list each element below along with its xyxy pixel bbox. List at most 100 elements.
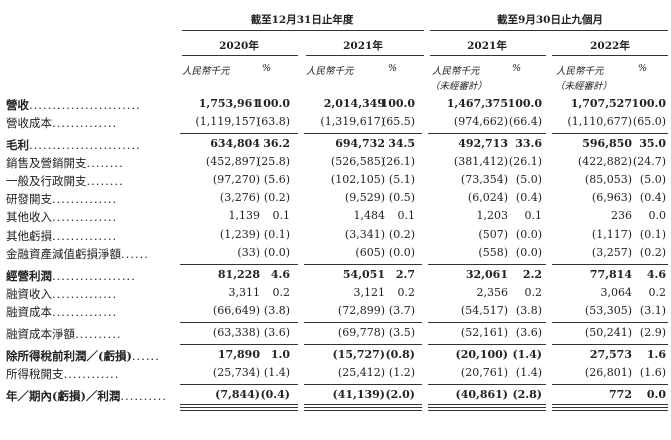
group-title-year-ended: 截至12月31日止年度 xyxy=(250,14,354,26)
dot-leader: .............. xyxy=(52,229,118,243)
dot-leader: .......... xyxy=(75,327,122,341)
percent-cell: (26.1) xyxy=(381,155,415,168)
subtotal-rule xyxy=(552,133,668,134)
percent-cell: (0.4) xyxy=(639,191,666,204)
percent-cell: (1.4) xyxy=(512,348,542,361)
row-label: 金融資產減值虧損淨額...... xyxy=(6,247,149,261)
amount-cell: (102,105) xyxy=(330,173,385,186)
amount-cell: (1,110,677) xyxy=(567,115,632,128)
subtotal-rule xyxy=(180,133,298,134)
amount-cell: 236 xyxy=(611,209,632,222)
percent-cell: (1.4) xyxy=(263,366,290,379)
amount-cell: 1,467,375 xyxy=(446,97,508,110)
dot-leader: ........................ xyxy=(29,98,141,112)
percent-cell: (5.0) xyxy=(639,173,666,186)
percent-cell: (2.8) xyxy=(512,388,542,401)
amount-cell: (41,139) xyxy=(332,388,385,401)
amount-cell: (97,270) xyxy=(212,173,260,186)
dot-leader: .............. xyxy=(52,210,118,224)
year-header-2021-fy: 2021年 xyxy=(343,40,383,52)
percent-cell: (1.4) xyxy=(515,366,542,379)
group-title-nine-months: 截至9月30日止九個月 xyxy=(497,14,603,26)
percent-cell: (0.0) xyxy=(515,228,542,241)
amount-cell: 3,121 xyxy=(353,286,386,299)
amount-cell: 3,064 xyxy=(600,286,633,299)
percent-cell: (5.1) xyxy=(388,173,415,186)
amount-cell: (1,119,157) xyxy=(195,115,260,128)
amount-cell: (558) xyxy=(478,246,508,259)
amount-cell: (53,305) xyxy=(584,304,632,317)
row-label: 其他收入.............. xyxy=(6,210,118,224)
percent-cell: (0.0) xyxy=(515,246,542,259)
dot-leader: ...... xyxy=(131,349,160,363)
percent-cell: (63.8) xyxy=(256,115,290,128)
percent-cell: 100.0 xyxy=(507,97,542,110)
row-label: 毛利........................ xyxy=(6,138,141,152)
percent-cell: (0.4) xyxy=(515,191,542,204)
percent-cell: (2.9) xyxy=(639,326,666,339)
amount-cell: 2,356 xyxy=(476,286,509,299)
percent-cell: 100.0 xyxy=(255,97,290,110)
amount-cell: (526,585) xyxy=(330,155,385,168)
subtotal-rule xyxy=(552,384,668,385)
amount-cell: (33) xyxy=(237,246,260,259)
percent-cell: (66.4) xyxy=(508,115,542,128)
percent-cell: 0.1 xyxy=(524,209,543,222)
unit-label: 人民幣千元 xyxy=(182,66,230,77)
percent-cell: (0.2) xyxy=(388,228,415,241)
amount-cell: 1,203 xyxy=(476,209,509,222)
dot-leader: .............. xyxy=(52,116,118,130)
unaudited-label: （未經審計） xyxy=(430,81,488,92)
unit-label: 人民幣千元 xyxy=(306,66,354,77)
dot-leader: .................. xyxy=(52,269,136,283)
double-underline xyxy=(304,410,422,411)
row-label: 營收成本.............. xyxy=(6,116,118,130)
unit-label: 人民幣千元 xyxy=(556,66,604,77)
percent-cell: (0.1) xyxy=(263,228,290,241)
double-underline xyxy=(428,404,546,405)
row-label: 經營利潤.................. xyxy=(6,269,136,283)
unit-label: 人民幣千元 xyxy=(432,66,480,77)
percent-cell: (0.2) xyxy=(263,191,290,204)
percent-cell: 33.6 xyxy=(515,137,542,150)
subtotal-rule xyxy=(428,264,546,265)
double-underline xyxy=(180,410,298,411)
amount-cell: (20,761) xyxy=(460,366,508,379)
subtotal-rule xyxy=(180,264,298,265)
percent-cell: 1.6 xyxy=(646,348,666,361)
amount-cell: 1,484 xyxy=(353,209,386,222)
subtotal-rule xyxy=(552,322,668,323)
row-label: 除所得稅前利潤／(虧損)...... xyxy=(6,349,160,363)
amount-cell: (26,801) xyxy=(584,366,632,379)
dot-leader: ........................ xyxy=(29,138,141,152)
subtotal-rule xyxy=(180,344,298,345)
row-label: 年／期內(虧損)／利潤.......... xyxy=(6,389,167,403)
percent-cell: (3.6) xyxy=(263,326,290,339)
percent-cell: (0.2) xyxy=(639,246,666,259)
year-header-2020: 2020年 xyxy=(219,40,259,52)
percent-cell: 0.2 xyxy=(648,286,667,299)
unaudited-label: （未經審計） xyxy=(555,81,613,92)
amount-cell: (605) xyxy=(355,246,385,259)
percent-cell: 34.5 xyxy=(388,137,415,150)
amount-cell: (1,239) xyxy=(219,228,260,241)
amount-cell: (52,161) xyxy=(460,326,508,339)
percent-cell: 35.0 xyxy=(639,137,666,150)
amount-cell: (40,861) xyxy=(455,388,508,401)
amount-cell: (1,117) xyxy=(591,228,632,241)
amount-cell: 1,707,527 xyxy=(570,97,632,110)
subtotal-rule xyxy=(428,344,546,345)
percent-cell: (3.1) xyxy=(639,304,666,317)
percent-cell: (3.8) xyxy=(263,304,290,317)
percent-cell: (0.4) xyxy=(260,388,290,401)
amount-cell: (422,882) xyxy=(577,155,632,168)
subtotal-rule xyxy=(180,384,298,385)
amount-cell: 2,014,349 xyxy=(323,97,385,110)
amount-cell: (63,338) xyxy=(212,326,260,339)
percent-cell: (0.0) xyxy=(388,246,415,259)
amount-cell: (54,517) xyxy=(460,304,508,317)
amount-cell: (6,963) xyxy=(591,191,632,204)
percent-cell: (0.0) xyxy=(263,246,290,259)
percent-cell: 0.1 xyxy=(397,209,416,222)
percent-cell: (3.6) xyxy=(515,326,542,339)
